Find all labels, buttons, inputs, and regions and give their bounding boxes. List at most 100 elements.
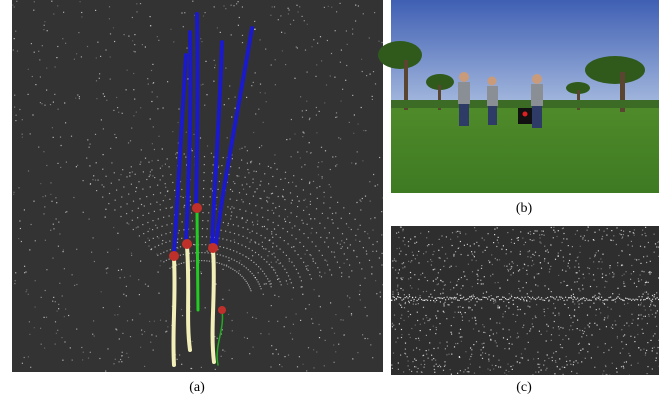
point <box>247 312 248 313</box>
point <box>204 156 205 157</box>
point <box>630 299 631 300</box>
point <box>572 322 573 323</box>
point <box>115 359 116 360</box>
point <box>444 260 445 261</box>
point <box>270 366 271 367</box>
point <box>478 299 479 300</box>
point <box>66 162 67 163</box>
point <box>128 36 129 37</box>
point <box>207 251 208 252</box>
point <box>122 169 123 170</box>
point <box>66 211 67 212</box>
point <box>399 269 400 270</box>
point <box>126 89 127 90</box>
point <box>121 361 122 362</box>
point <box>544 285 545 286</box>
point <box>527 293 528 294</box>
point <box>571 295 572 296</box>
point <box>512 266 513 267</box>
point <box>337 243 338 244</box>
point <box>243 201 244 202</box>
point <box>221 356 222 357</box>
point <box>326 237 327 238</box>
point <box>327 264 328 265</box>
point <box>116 190 117 191</box>
point <box>563 228 564 229</box>
point <box>278 225 279 226</box>
point <box>294 225 295 226</box>
point <box>362 160 363 161</box>
point <box>32 76 33 77</box>
point <box>559 335 560 336</box>
point <box>569 315 570 316</box>
point <box>562 298 563 299</box>
point <box>269 251 270 252</box>
point <box>140 161 141 162</box>
point <box>143 171 144 172</box>
point <box>272 176 273 177</box>
point <box>535 299 536 300</box>
point <box>429 320 430 321</box>
point <box>532 375 533 376</box>
point <box>647 366 648 367</box>
point <box>512 229 513 230</box>
point <box>451 332 452 333</box>
point <box>556 351 557 352</box>
point <box>392 326 393 327</box>
point <box>145 284 146 285</box>
point <box>226 265 227 266</box>
point <box>258 266 259 267</box>
point <box>450 282 451 283</box>
point <box>580 350 581 351</box>
point <box>273 213 274 214</box>
point <box>421 299 422 300</box>
point <box>139 313 140 314</box>
point <box>402 267 403 268</box>
point <box>122 333 123 334</box>
point <box>559 328 560 329</box>
point <box>194 244 195 245</box>
point <box>55 344 56 345</box>
point <box>15 280 16 281</box>
point <box>33 201 34 202</box>
point <box>169 241 170 242</box>
point <box>52 301 53 302</box>
point <box>551 291 552 292</box>
point <box>289 261 290 262</box>
point <box>64 316 65 317</box>
point <box>182 221 183 222</box>
point <box>412 361 413 362</box>
point <box>266 200 267 201</box>
point <box>358 124 359 125</box>
point <box>24 266 25 267</box>
point <box>553 303 554 304</box>
panel-label: (b) <box>516 201 533 216</box>
point <box>541 297 542 298</box>
point <box>179 230 180 231</box>
point <box>241 264 242 265</box>
point <box>473 344 474 345</box>
point <box>523 299 524 300</box>
point <box>288 243 289 244</box>
point <box>618 255 619 256</box>
point <box>656 353 657 354</box>
point <box>317 43 318 44</box>
point <box>496 297 497 298</box>
point <box>396 233 397 234</box>
point <box>398 369 399 370</box>
point <box>423 291 424 292</box>
point <box>513 365 514 366</box>
point <box>253 196 254 197</box>
point <box>535 317 536 318</box>
point <box>370 344 371 345</box>
point <box>291 247 292 248</box>
point <box>599 294 600 295</box>
point <box>640 263 641 264</box>
point <box>589 258 590 259</box>
point <box>404 294 405 295</box>
point <box>577 320 578 321</box>
point <box>457 343 458 344</box>
point <box>251 212 252 213</box>
point <box>265 49 266 50</box>
point <box>558 326 559 327</box>
